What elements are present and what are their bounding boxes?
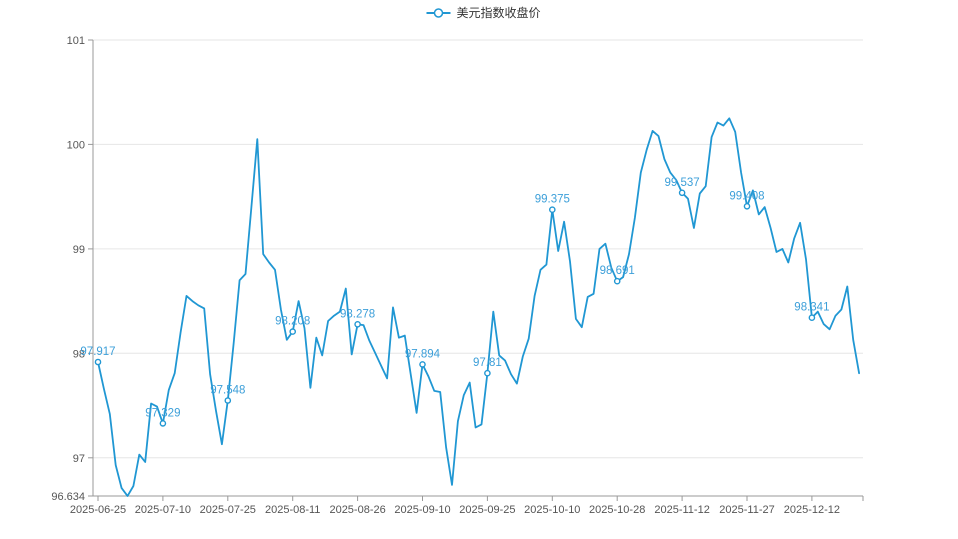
data-point-marker[interactable] bbox=[808, 314, 816, 322]
data-point-label: 98.691 bbox=[600, 265, 635, 277]
data-point-label: 97.81 bbox=[473, 357, 502, 369]
x-axis-label: 2025-06-25 bbox=[70, 504, 126, 516]
y-axis-label: 100 bbox=[67, 139, 85, 151]
x-axis-label: 2025-08-11 bbox=[265, 504, 320, 516]
y-axis-label: 101 bbox=[67, 35, 85, 47]
data-point-label: 99.408 bbox=[729, 190, 764, 202]
x-axis-label: 2025-09-25 bbox=[459, 504, 515, 516]
data-point-marker[interactable] bbox=[678, 189, 686, 197]
data-point-marker[interactable] bbox=[289, 328, 297, 335]
x-axis-label: 2025-10-10 bbox=[524, 504, 580, 516]
data-point-label: 97.917 bbox=[80, 346, 115, 358]
x-axis-label: 2025-11-27 bbox=[719, 504, 774, 516]
legend-label: 美元指数收盘价 bbox=[456, 6, 541, 20]
data-point-label: 98.278 bbox=[340, 308, 375, 320]
data-point-label: 99.537 bbox=[665, 177, 700, 189]
y-axis-label: 96.634 bbox=[51, 491, 85, 503]
legend-circle bbox=[433, 8, 444, 18]
x-axis-label: 2025-08-26 bbox=[329, 504, 385, 516]
x-axis-label: 2025-07-25 bbox=[200, 504, 256, 516]
y-axis-label: 97 bbox=[73, 453, 85, 465]
data-point-marker[interactable] bbox=[224, 397, 232, 404]
y-axis-label: 98 bbox=[73, 348, 85, 360]
data-point-marker[interactable] bbox=[94, 358, 102, 366]
x-axis-label: 2025-09-10 bbox=[394, 504, 450, 516]
data-point-marker[interactable] bbox=[613, 277, 621, 285]
y-axis-label: 99 bbox=[73, 244, 85, 256]
legend-line-circle-icon bbox=[426, 8, 451, 18]
data-point-label: 97.329 bbox=[145, 407, 180, 419]
data-point-label: 98.341 bbox=[794, 302, 829, 314]
data-point-label: 99.375 bbox=[535, 194, 570, 206]
legend-item[interactable]: 美元指数收盘价 bbox=[425, 6, 541, 20]
data-point-marker[interactable] bbox=[743, 202, 751, 210]
line-series-icon bbox=[425, 7, 451, 19]
data-point-marker[interactable] bbox=[549, 206, 556, 213]
series-line bbox=[97, 117, 860, 497]
data-point-label: 98.208 bbox=[275, 316, 310, 328]
x-axis-label: 2025-11-12 bbox=[654, 504, 709, 516]
data-point-label: 97.548 bbox=[210, 385, 245, 397]
data-point-marker[interactable] bbox=[419, 361, 426, 368]
x-axis-label: 2025-07-10 bbox=[135, 504, 191, 516]
data-point-marker[interactable] bbox=[354, 320, 361, 328]
x-axis-label: 2025-10-28 bbox=[589, 504, 645, 516]
data-point-label: 97.894 bbox=[405, 348, 441, 360]
x-axis-label: 2025-12-12 bbox=[784, 504, 840, 516]
data-point-marker[interactable] bbox=[159, 420, 167, 427]
data-point-marker[interactable] bbox=[484, 369, 491, 377]
